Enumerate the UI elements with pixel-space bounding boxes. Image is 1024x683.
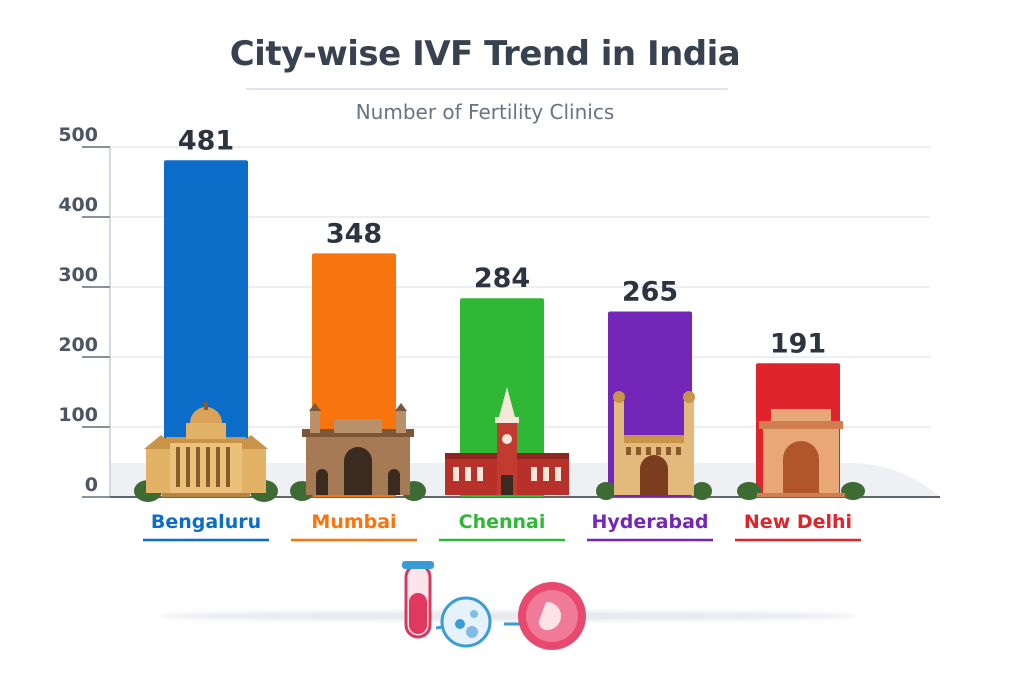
y-tick-label: 400	[58, 194, 98, 216]
title-divider	[246, 88, 728, 90]
category-label: Hyderabad	[592, 511, 709, 533]
chennai-central-icon	[445, 387, 569, 495]
category-label: New Delhi	[744, 511, 852, 533]
cell-injection-icon	[435, 596, 492, 648]
value-label: 191	[770, 328, 826, 359]
y-tick-label: 0	[85, 474, 98, 496]
embryo-icon	[504, 582, 586, 650]
india-gate-icon	[737, 409, 865, 500]
charminar-icon	[596, 391, 712, 500]
value-label: 284	[474, 263, 530, 294]
chart-subtitle: Number of Fertility Clinics	[355, 100, 615, 124]
bar-chennai	[460, 298, 544, 497]
y-tick-label: 100	[58, 404, 98, 426]
value-label: 265	[622, 277, 678, 308]
category-label: Bengaluru	[151, 511, 261, 533]
category-label: Mumbai	[311, 511, 396, 533]
category-label: Chennai	[459, 511, 546, 533]
value-labels: 481 348 284 265 191	[178, 125, 826, 359]
vidhana-soudha-icon	[134, 402, 278, 502]
test-tube-icon	[402, 561, 434, 639]
y-tick-labels: 0 100 200 300 400 500	[58, 124, 110, 498]
y-tick-label: 200	[58, 334, 98, 356]
chart-title: City-wise IVF Trend in India	[229, 34, 741, 74]
value-label: 348	[326, 218, 382, 249]
gateway-of-india-icon	[290, 403, 426, 501]
y-tick-label: 300	[58, 264, 98, 286]
bar-bengaluru	[164, 160, 248, 498]
value-label: 481	[178, 125, 234, 156]
category-labels: Bengaluru Mumbai Chennai Hyderabad New Delhi	[143, 511, 861, 542]
footer-shadow	[158, 611, 858, 621]
y-tick-label: 500	[58, 124, 98, 146]
